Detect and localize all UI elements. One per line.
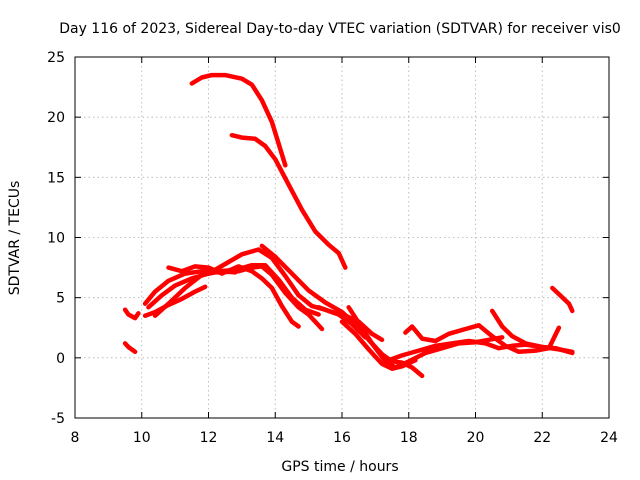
x-tick-label: 16 <box>333 430 351 446</box>
x-tick-label: 10 <box>133 430 151 446</box>
x-tick-label: 22 <box>533 430 551 446</box>
series-arc-b <box>229 132 348 270</box>
y-tick-label: -5 <box>51 411 65 427</box>
x-axis-label: GPS time / hours <box>281 459 398 475</box>
x-tick-label: 14 <box>266 430 284 446</box>
series-arc-q <box>489 308 575 356</box>
x-tick-label: 18 <box>400 430 418 446</box>
series-arc-d <box>122 307 141 321</box>
axis-ticks: 8 10 12 14 16 18 20 22 24 -5 0 5 10 15 20 25 <box>47 50 618 446</box>
series-arc-a <box>189 72 288 168</box>
series-arc-l <box>316 305 385 343</box>
series-arc-i <box>166 264 301 329</box>
y-tick-label: 20 <box>47 110 65 126</box>
y-tick-label: 25 <box>47 50 65 66</box>
series-arc-c <box>122 341 138 355</box>
series-arc-e <box>142 284 208 318</box>
y-tick-label: 15 <box>47 170 65 186</box>
y-tick-label: 5 <box>56 291 65 307</box>
x-tick-label: 12 <box>200 430 218 446</box>
x-tick-label: 8 <box>71 430 80 446</box>
y-tick-label: 10 <box>47 231 65 247</box>
x-tick-label: 20 <box>467 430 485 446</box>
series-arc-r <box>550 285 575 314</box>
chart-title: Day 116 of 2023, Sidereal Day-to-day VTE… <box>59 21 621 37</box>
data-series <box>122 72 575 379</box>
x-tick-label: 24 <box>600 430 618 446</box>
grid <box>75 57 609 418</box>
series-arc-p <box>403 323 562 355</box>
y-tick-label: 0 <box>56 351 65 367</box>
series-arc-n <box>339 319 418 371</box>
y-axis-label: SDTVAR / TECUs <box>7 181 23 296</box>
